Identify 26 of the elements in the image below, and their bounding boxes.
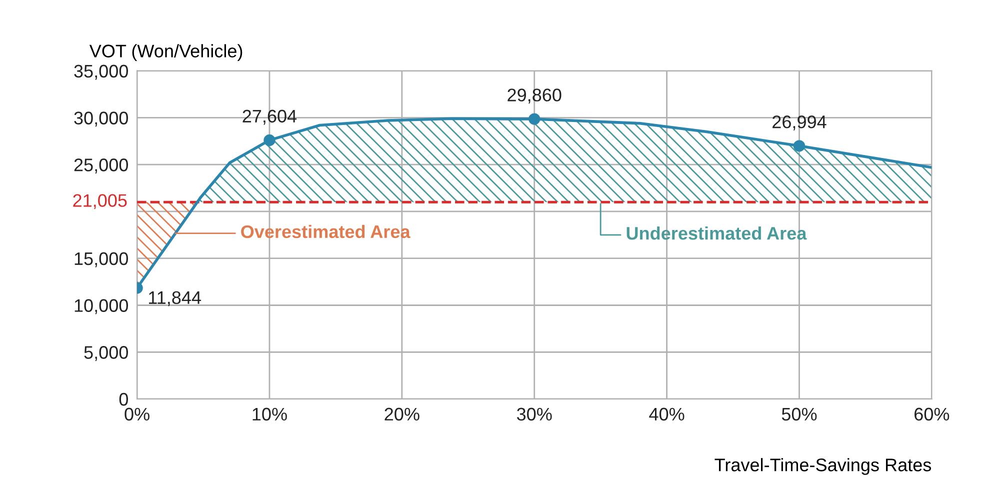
y-tick-label: 0	[119, 392, 128, 406]
x-tick-label: 20%	[384, 408, 420, 421]
x-tick-label: 10%	[252, 408, 287, 421]
annotation: Underestimated Area	[626, 226, 807, 240]
data-label: 26,994	[772, 116, 826, 130]
ref-line-label: 21,005	[73, 194, 127, 210]
annotation: Overestimated Area	[241, 224, 410, 238]
x-tick-label: 40%	[649, 408, 684, 421]
y-tick-label: 25,000	[74, 158, 128, 174]
y-axis-title: VOT (Won/Vehicle)	[89, 44, 242, 62]
x-tick-label: 50%	[782, 408, 817, 421]
point	[528, 113, 540, 125]
x-tick-label: 60%	[914, 408, 950, 421]
data-label: 11,844	[149, 291, 201, 306]
y-tick-label: 10,000	[74, 299, 128, 314]
y-tick-label: 5,000	[84, 346, 128, 361]
y-tick-label: 35,000	[74, 64, 128, 80]
data-label: 27,604	[242, 110, 297, 125]
point	[793, 140, 806, 152]
y-tick-label: 30,000	[74, 112, 128, 127]
x-axis-title: Travel-Time-Savings Rates	[714, 458, 932, 475]
point	[264, 134, 276, 146]
y-tick-label: 15,000	[74, 252, 128, 268]
x-tick-label: 0%	[124, 408, 150, 421]
data-label: 29,860	[508, 88, 562, 104]
x-tick-label: 30%	[516, 408, 552, 421]
